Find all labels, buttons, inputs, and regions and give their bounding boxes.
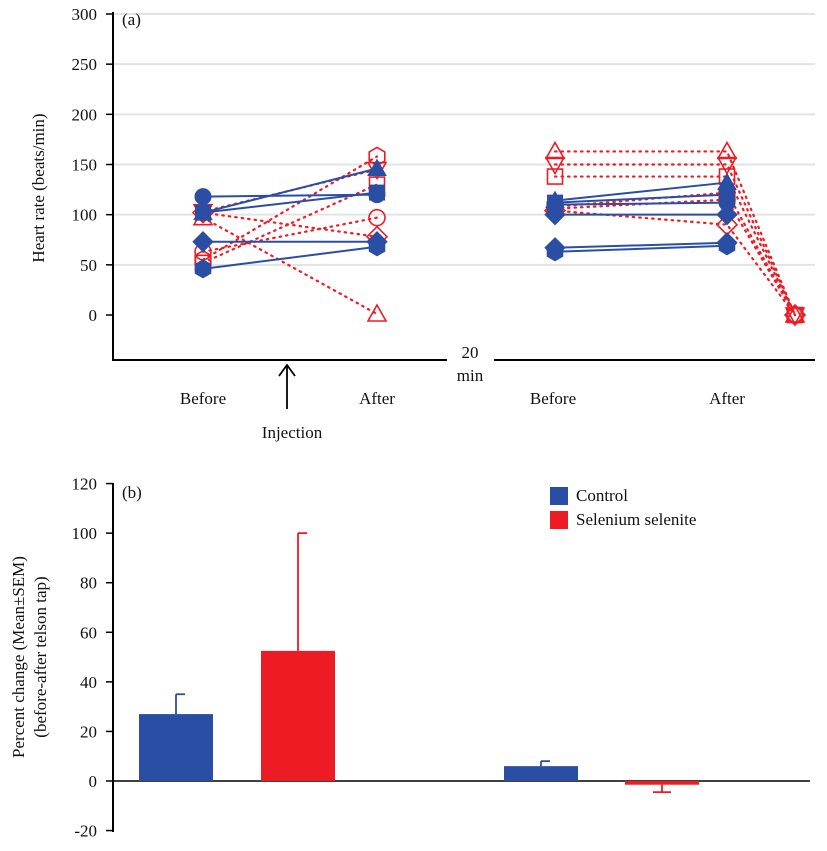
subject-line	[201, 216, 379, 316]
subject-line	[554, 241, 728, 249]
panel-b-ylabel-line2: (before-after telson tap)	[31, 576, 50, 737]
diamond-marker	[192, 231, 214, 253]
panel-a-label: (a)	[122, 10, 141, 29]
y-tick-label: 40	[80, 673, 97, 692]
subject-line	[202, 167, 378, 214]
subject-line	[553, 191, 797, 317]
subject-line	[202, 245, 378, 270]
y-tick-label: 100	[72, 206, 98, 225]
subject-line	[201, 211, 379, 238]
square-marker	[369, 184, 385, 201]
injection-arrow-icon	[278, 363, 296, 409]
hexagon-marker	[546, 242, 564, 262]
down-triangle-marker	[544, 156, 566, 176]
down-triangle-marker	[716, 156, 738, 176]
subject-line	[201, 155, 379, 261]
session2-control-subject	[546, 236, 736, 262]
x-tick-after-1: After	[359, 389, 395, 408]
y-tick-label: 150	[72, 156, 98, 175]
session2-selenium-subject	[544, 156, 806, 326]
legend-label-selenium: Selenium selenite	[576, 510, 696, 529]
diamond-marker	[716, 203, 738, 226]
panel-a-ylabel: Heart rate (beats/min)	[29, 113, 48, 262]
subject-line	[553, 198, 797, 317]
session2-control-subject	[544, 232, 738, 259]
y-tick-label: 60	[80, 623, 97, 642]
subject-line	[554, 193, 728, 204]
bar-control	[139, 714, 213, 781]
legend: Control Selenium selenite	[550, 486, 696, 529]
x-tick-before-2: Before	[530, 389, 576, 408]
x-tick-before-1: Before	[180, 389, 226, 408]
y-tick-label: 0	[89, 772, 98, 791]
subject-line	[553, 175, 797, 317]
legend-swatch-control	[550, 487, 568, 505]
subject-line	[202, 191, 378, 214]
y-tick-label: 300	[72, 5, 98, 24]
y-tick-label: 250	[72, 55, 98, 74]
legend-swatch-selenium	[550, 511, 568, 529]
session2-selenium-subject	[544, 140, 806, 323]
subject-line	[201, 183, 379, 264]
bar-selenium	[261, 650, 335, 781]
subject-line	[554, 244, 728, 253]
panel-b-label: (b)	[122, 483, 142, 502]
session2-control-subject	[546, 194, 736, 214]
circle-marker	[194, 188, 212, 206]
y-tick-label: 50	[80, 256, 97, 275]
x-tick-after-2: After	[709, 389, 745, 408]
y-tick-label: 80	[80, 574, 97, 593]
triangle-marker	[716, 140, 738, 160]
panel-b: -20 0 20 40 60 80 100 120 (b) Percent change (M…	[9, 475, 810, 841]
triangle-marker	[366, 303, 388, 322]
square-marker	[546, 168, 564, 185]
session2-control-subject	[544, 203, 738, 226]
hexagon-marker	[718, 236, 736, 256]
diamond-marker	[783, 303, 807, 327]
panel-b-ylabel-line1: Percent change (Mean±SEM)	[9, 556, 28, 758]
session1-selenium-subject	[191, 201, 389, 248]
session2-selenium-subject	[546, 190, 804, 324]
subject-line	[201, 216, 379, 253]
bar-selenium	[625, 781, 699, 785]
y-tick-label: 120	[72, 475, 98, 494]
triangle-marker	[544, 140, 566, 160]
break-label-line2: min	[457, 366, 484, 385]
y-tick-label: 20	[80, 722, 97, 741]
diamond-marker	[544, 203, 566, 226]
subject-line	[553, 163, 797, 317]
y-tick-label: 100	[72, 524, 98, 543]
y-tick-label: -20	[74, 822, 97, 841]
hexagon-marker	[368, 237, 386, 257]
legend-label-control: Control	[576, 486, 628, 505]
hexagon-marker	[194, 259, 212, 279]
injection-annotation: Injection	[262, 423, 323, 442]
bar-control	[504, 766, 578, 781]
triangle-marker	[367, 158, 387, 177]
session1-selenium-subject	[194, 208, 386, 261]
panel-a: 0 50 100 150 200 250 300 (a) Heart rate (beats…	[29, 5, 815, 442]
session1-control-subject	[194, 237, 386, 279]
break-label-line1: 20	[462, 343, 479, 362]
y-tick-label: 200	[72, 105, 98, 124]
subject-line	[554, 201, 728, 206]
square-marker	[195, 204, 211, 221]
session1-control-subject	[195, 184, 385, 221]
y-tick-label: 0	[89, 306, 98, 325]
subject-line	[554, 181, 728, 202]
